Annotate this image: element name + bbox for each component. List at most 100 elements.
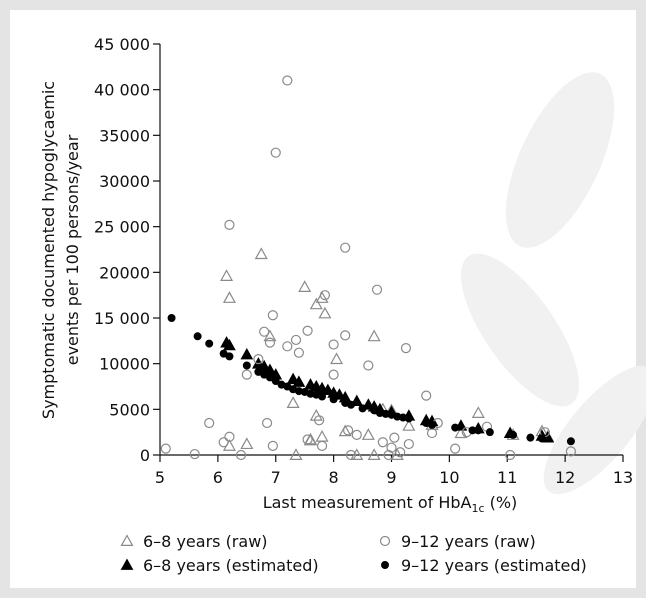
data-point (400, 343, 412, 354)
data-point (350, 448, 364, 460)
data-point (220, 269, 234, 281)
x-tick-label: 7 (271, 468, 281, 487)
data-point (318, 306, 332, 319)
data-point (526, 433, 535, 442)
data-point (367, 448, 381, 460)
y-tick-label: 40 000 (94, 81, 150, 100)
data-point (253, 354, 264, 365)
data-point (298, 280, 312, 292)
data-point (189, 448, 200, 460)
data-point (254, 247, 268, 260)
data-point (474, 426, 483, 435)
data-point (286, 396, 300, 408)
legend-label: 9–12 years (raw) (401, 532, 536, 551)
data-point (282, 75, 293, 86)
watermark (460, 72, 646, 495)
y-tick-label: 25 000 (94, 218, 150, 237)
y-tick-label: 20000 (99, 263, 150, 282)
data-point (383, 449, 394, 461)
y-axis-label-line: events per 100 persons/year (63, 134, 82, 365)
data-point (454, 426, 468, 439)
data-point (404, 414, 413, 423)
x-axis-label-part: 1c (471, 502, 484, 515)
y-tick-label: 10000 (99, 355, 150, 374)
data-point (290, 334, 302, 346)
y-tick-label: 45 000 (94, 35, 150, 54)
data-point (505, 449, 516, 461)
y-tick-label: 30000 (99, 172, 150, 191)
y-tick-label: 15 000 (94, 309, 150, 328)
data-point (329, 352, 344, 365)
data-point (193, 332, 202, 341)
data-point (361, 428, 375, 440)
data-point (316, 440, 328, 451)
data-point (450, 443, 461, 454)
y-axis-label-line: Symptomatic documented hypoglycaemic (39, 81, 58, 419)
data-point (363, 360, 374, 371)
x-tick-label: 10 (439, 468, 459, 487)
y-tick-label: 35000 (99, 126, 150, 145)
data-point (451, 423, 460, 432)
data-point (224, 219, 235, 230)
data-point (351, 429, 362, 441)
data-point (222, 291, 236, 303)
legend-entry: 6–8 years (raw) (120, 532, 268, 551)
data-point (270, 147, 281, 158)
data-point (235, 449, 247, 461)
y-tick-label: 5000 (109, 400, 150, 419)
legend-marker (381, 561, 389, 569)
data-point (358, 404, 367, 413)
legend-label: 9–12 years (estimated) (401, 556, 587, 575)
data-point (342, 425, 354, 436)
data-point (566, 437, 575, 446)
data-point (315, 291, 329, 303)
x-axis-label-part: Last measurement of HbA (263, 493, 472, 512)
data-point (565, 446, 577, 457)
data-point (340, 242, 351, 253)
data-point (240, 348, 254, 360)
data-point (329, 395, 338, 404)
x-axis-label: Last measurement of HbA1c (%) (263, 493, 518, 515)
legend-marker (379, 535, 391, 547)
data-point (259, 326, 270, 337)
x-tick-label: 13 (613, 468, 633, 487)
data-point (224, 431, 235, 442)
data-point (292, 375, 306, 387)
data-point (240, 437, 254, 450)
legend-label: 6–8 years (raw) (143, 532, 268, 551)
x-tick-label: 9 (386, 468, 396, 487)
data-point (485, 428, 494, 437)
data-point (328, 339, 339, 350)
data-point (282, 341, 293, 352)
x-tick-label: 11 (497, 468, 517, 487)
data-point (160, 443, 171, 454)
data-point (218, 437, 229, 448)
x-tick-label: 12 (555, 468, 575, 487)
data-point (264, 337, 276, 348)
legend-label: 6–8 years (estimated) (143, 556, 319, 575)
data-point (204, 417, 215, 429)
data-point (390, 448, 404, 460)
data-point (302, 325, 313, 336)
data-point (428, 420, 437, 429)
data-point (242, 361, 251, 370)
data-point (403, 438, 414, 450)
data-point (225, 352, 234, 361)
legend-entry: 9–12 years (estimated) (381, 556, 587, 575)
legend-entry: 6–8 years (estimated) (120, 556, 319, 575)
data-point (289, 448, 303, 460)
data-point (265, 373, 274, 382)
data-point (261, 417, 273, 429)
data-point (345, 449, 357, 461)
legend-marker (120, 558, 134, 570)
data-point (328, 369, 339, 380)
data-point (318, 392, 327, 401)
data-point (319, 290, 331, 301)
data-point (309, 297, 323, 310)
data-point (309, 408, 323, 421)
x-tick-label: 8 (329, 468, 339, 487)
data-point (340, 330, 351, 341)
data-point (338, 424, 352, 437)
data-point (421, 390, 432, 401)
